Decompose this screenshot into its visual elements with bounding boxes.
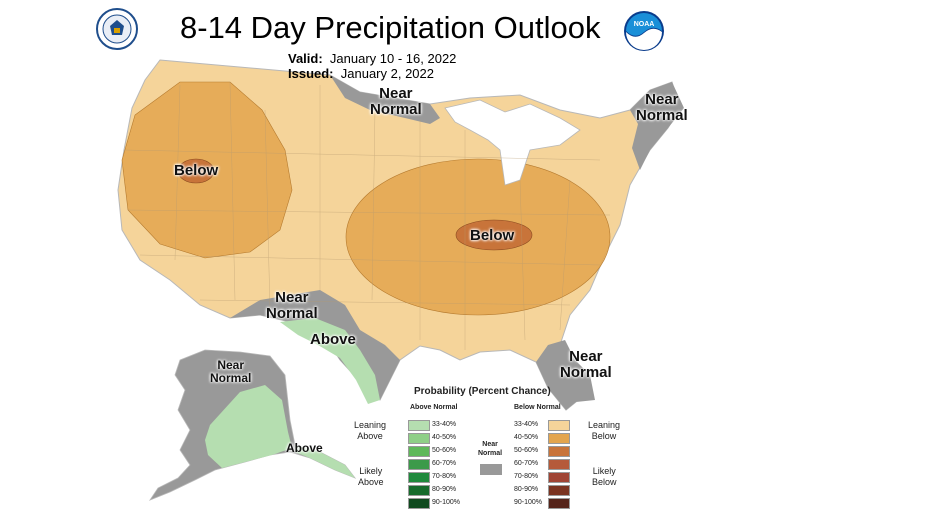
label-near-normal-alaska: Near Normal (210, 358, 252, 385)
great-lakes (444, 99, 581, 186)
near-normal-north (330, 75, 440, 124)
legend-below-header: Below Normal (514, 404, 561, 411)
legend-below-label: 60-70% (514, 460, 539, 467)
legend-near-normal-swatch (480, 464, 502, 475)
legend-likely-below: Likely Below (592, 466, 617, 487)
legend-above-label: 40-50% (432, 434, 457, 441)
legend-likely-above: Likely Above (358, 466, 384, 487)
label-near-normal-north: Near Normal (370, 85, 422, 118)
legend-title: Probability (Percent Chance) (414, 386, 551, 397)
label-below-west: Below (174, 162, 219, 179)
legend-above-header: Above Normal (410, 404, 458, 411)
legend-above-swatch (408, 498, 430, 509)
near-normal-southeast (536, 340, 595, 410)
legend-below-label: 70-80% (514, 473, 539, 480)
issued-label: Issued: (288, 66, 334, 81)
legend-below-swatch (548, 433, 570, 444)
label-near-normal-southeast: Near Normal (560, 348, 612, 381)
legend-below-swatch (548, 459, 570, 470)
legend-above-swatch (408, 446, 430, 457)
noaa-logo-text: NOAA (634, 21, 655, 28)
legend-below-swatch (548, 498, 570, 509)
page-title: 8-14 Day Precipitation Outlook (180, 10, 601, 45)
legend-above-swatch (408, 472, 430, 483)
legend-above-label: 80-90% (432, 486, 457, 493)
legend-above-label: 70-80% (432, 473, 457, 480)
label-below-central: Below (470, 227, 515, 244)
legend-below-label: 33-40% (514, 421, 539, 428)
label-above-texas: Above (310, 331, 356, 348)
legend-above-label: 50-60% (432, 447, 457, 454)
legend-below-swatch (548, 485, 570, 496)
legend-above-label: 90-100% (432, 499, 461, 506)
legend-below-swatch (548, 420, 570, 431)
legend-above-swatch (408, 420, 430, 431)
below-central-core (455, 219, 533, 251)
legend-below-label: 90-100% (514, 499, 543, 506)
legend-below-label: 40-50% (514, 434, 539, 441)
label-near-normal-northeast: Near Normal (636, 91, 688, 124)
legend-below-label: 50-60% (514, 447, 539, 454)
below-west-core (177, 158, 215, 184)
commerce-seal-icon (96, 8, 138, 50)
legend-below-swatch (548, 472, 570, 483)
legend-above-label: 60-70% (432, 460, 457, 467)
legend-below-label: 80-90% (514, 486, 539, 493)
legend-below-swatch (548, 446, 570, 457)
legend-leaning-below: Leaning Below (588, 420, 621, 441)
valid-label: Valid: (288, 51, 323, 66)
above-texas (280, 318, 380, 404)
probability-legend: Probability (Percent Chance) Above Norma… (348, 384, 633, 514)
noaa-logo-icon: NOAA (624, 11, 664, 51)
legend-leaning-above: Leaning Above (354, 420, 387, 441)
date-info: Valid: January 10 - 16, 2022 Issued: Jan… (288, 51, 456, 81)
legend-above-label: 33-40% (432, 421, 457, 428)
legend-above-swatch (408, 459, 430, 470)
valid-value: January 10 - 16, 2022 (329, 51, 457, 66)
near-normal-northeast (630, 82, 684, 170)
legend-near-normal-label: Near Normal (478, 441, 503, 457)
legend-above-swatch (408, 485, 430, 496)
legend-above-swatch (408, 433, 430, 444)
label-above-alaska: Above (286, 441, 323, 455)
alaska-panhandle-above (295, 445, 355, 478)
alaska-above-region (205, 385, 292, 468)
label-near-normal-south: Near Normal (266, 289, 318, 322)
issued-value: January 2, 2022 (340, 66, 434, 81)
